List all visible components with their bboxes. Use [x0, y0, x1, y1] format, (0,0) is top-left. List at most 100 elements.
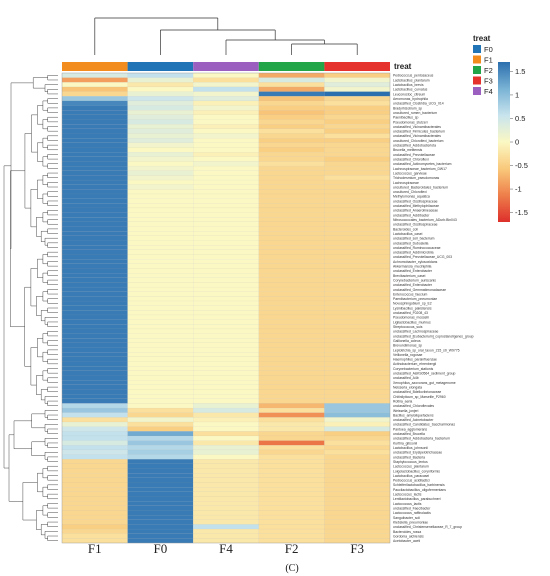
heatmap-cell — [193, 100, 259, 106]
heatmap-cell — [193, 133, 259, 139]
heatmap-cell — [61, 165, 128, 171]
heatmap-cell — [127, 314, 194, 320]
row-label: Lactococcus_raffinolactis — [393, 511, 431, 515]
heatmap-cell — [61, 86, 128, 92]
heatmap-cell — [127, 445, 194, 451]
heatmap-cell — [193, 342, 259, 348]
heatmap-cell — [258, 445, 325, 451]
heatmap-cell — [193, 300, 259, 306]
heatmap-cell — [61, 533, 128, 539]
heatmap-cell — [61, 96, 128, 102]
heatmap-cell — [258, 305, 325, 311]
heatmap-cell — [193, 482, 259, 488]
heatmap-cell — [127, 221, 194, 227]
heatmap-cell — [61, 393, 128, 399]
heatmap-cell — [61, 352, 128, 358]
heatmap-cell — [61, 286, 128, 292]
heatmap-cell — [193, 361, 259, 367]
heatmap-cell — [127, 259, 194, 264]
row-label: Ligilactobacillus_murinus — [393, 320, 431, 324]
row-label: unclassified_soil_bacterium — [393, 237, 435, 241]
row-label: unclassified_Actinomycetes_bacterium — [393, 162, 452, 166]
heatmap-cell — [193, 138, 259, 143]
heatmap-cell — [61, 482, 128, 488]
heatmap-cell — [127, 519, 194, 525]
heatmap-cell — [193, 82, 259, 88]
heatmap-cell — [324, 459, 391, 465]
heatmap-cell — [324, 347, 391, 353]
heatmap-cell — [61, 407, 128, 413]
heatmap-cell — [324, 212, 391, 218]
heatmap-cell — [258, 431, 325, 437]
row-label: unclassified_A&KS0564_sediment_group — [393, 372, 456, 376]
heatmap-cell — [127, 380, 194, 385]
heatmap-cell — [61, 366, 128, 371]
row-label: unclassified_Firmicutes_bacterium — [393, 130, 445, 134]
heatmap-cell — [61, 328, 128, 334]
heatmap-cell — [193, 235, 259, 241]
row-label: Corynebacterium_auriscanis — [393, 278, 436, 282]
row-label: unclassified_Bdellovibrionaceae — [393, 390, 441, 394]
row-label: unclassified_Clostridia_UCG_014 — [393, 102, 444, 106]
heatmap-cell — [127, 277, 194, 283]
heatmap-cell — [127, 454, 194, 460]
row-label: Staphylococcus_lentus — [393, 460, 428, 464]
heatmap-cell — [193, 105, 259, 111]
column-label: F4 — [219, 541, 233, 556]
heatmap-cell — [61, 189, 128, 195]
heatmap-cell — [61, 310, 128, 316]
heatmap-cell — [127, 477, 194, 483]
row-label: Xenophilus_azovorans_gut_metagenome — [393, 381, 456, 385]
heatmap-cell — [61, 100, 128, 106]
column-dendrogram — [94, 17, 358, 55]
heatmap-cell — [61, 147, 128, 153]
heatmap-cell — [127, 212, 194, 218]
heatmap-cell — [127, 412, 194, 418]
heatmap-cell — [61, 184, 128, 190]
heatmap-cell — [127, 366, 194, 371]
heatmap-cell — [193, 91, 259, 97]
row-label: unclassified_Enterobacter — [393, 269, 433, 273]
heatmap-cell — [61, 375, 128, 381]
row-label: unclassified_[Eubacterium]_coprostanolig… — [393, 334, 474, 338]
heatmap-cell — [193, 417, 259, 423]
heatmap-cell — [258, 170, 325, 176]
heatmap-cell — [258, 245, 325, 250]
heatmap-cell — [127, 356, 194, 362]
heatmap-cell — [193, 277, 259, 283]
heatmap-cell — [127, 324, 194, 330]
heatmap-cell — [324, 231, 391, 237]
heatmap-cell — [193, 114, 259, 120]
row-label: unclassified_Chloroflexi — [393, 157, 429, 161]
heatmap-cell — [324, 72, 391, 78]
heatmap-cell — [324, 226, 391, 232]
heatmap-cell — [61, 282, 128, 288]
heatmap-cell — [127, 491, 194, 497]
heatmap-cell — [324, 310, 391, 316]
heatmap-cell — [258, 231, 325, 237]
heatmap-cell — [127, 431, 194, 437]
heatmap-cell — [127, 426, 194, 432]
heatmap-cell — [193, 496, 259, 502]
heatmap-cell — [324, 352, 391, 358]
row-label: Lactobacillus_paracasei — [393, 474, 429, 478]
heatmap-cell — [61, 161, 128, 167]
heatmap-cell — [127, 273, 194, 278]
heatmap-cell — [324, 468, 391, 474]
heatmap-cell — [61, 152, 128, 157]
heatmap-cell — [127, 328, 194, 334]
row-dendrogram — [3, 75, 58, 541]
heatmap-cell — [193, 324, 259, 330]
row-label: Brucella_melitensis — [393, 148, 423, 152]
heatmap-cell — [193, 338, 259, 344]
heatmap-cell — [258, 426, 325, 432]
heatmap-cell — [61, 156, 128, 162]
colorbar-tick-label: 1 — [515, 90, 519, 99]
heatmap-cell — [127, 128, 194, 134]
heatmap-cell — [324, 249, 391, 255]
heatmap-cell — [258, 333, 325, 339]
heatmap-cell — [61, 389, 128, 395]
row-label: unclassified_Chloroflexales — [393, 404, 434, 408]
row-label: Gordonia_aichiensis — [393, 534, 424, 538]
